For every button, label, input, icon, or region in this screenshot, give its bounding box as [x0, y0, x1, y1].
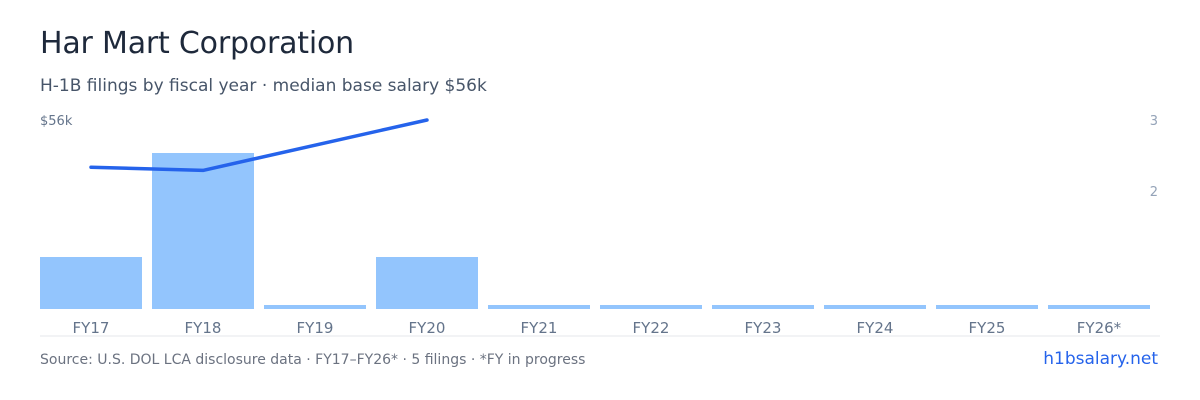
x-tick-label: FY26* — [1077, 319, 1122, 337]
bar-fy22 — [600, 305, 702, 309]
right-axis: 3 2 — [1150, 114, 1158, 200]
bar-fy26-inprogress — [1048, 305, 1150, 309]
x-tick-label: FY23 — [745, 319, 782, 337]
bar-fy23 — [712, 305, 814, 309]
x-tick-label: FY24 — [857, 319, 894, 337]
right-axis-tick: 2 — [1150, 185, 1158, 200]
left-axis: $56k — [40, 114, 73, 129]
x-tick-label: FY22 — [633, 319, 670, 337]
bar-fy17 — [40, 257, 142, 309]
right-axis-tick: 3 — [1150, 114, 1158, 129]
x-tick-labels: FY17 FY18 FY19 FY20 FY21 FY22 FY23 FY24 FY25 FY26… — [73, 319, 1122, 337]
x-tick-label: FY21 — [521, 319, 558, 337]
bar-fy19 — [264, 305, 366, 309]
salary-line-layer — [91, 120, 427, 170]
x-tick-label: FY18 — [185, 319, 222, 337]
bar-fy20 — [376, 257, 478, 309]
bar-fy18 — [152, 153, 254, 309]
bars-layer — [40, 153, 1150, 309]
bar-fy25 — [936, 305, 1038, 309]
bar-fy21 — [488, 305, 590, 309]
left-axis-label: $56k — [40, 114, 73, 129]
x-tick-label: FY17 — [73, 319, 110, 337]
salary-line — [91, 120, 427, 170]
x-tick-label: FY19 — [297, 319, 334, 337]
x-tick-label: FY20 — [409, 319, 446, 337]
bar-fy24 — [824, 305, 926, 309]
site-link[interactable]: h1bsalary.net — [1043, 349, 1158, 369]
x-tick-label: FY25 — [969, 319, 1006, 337]
source-note: Source: U.S. DOL LCA disclosure data · F… — [40, 352, 585, 368]
